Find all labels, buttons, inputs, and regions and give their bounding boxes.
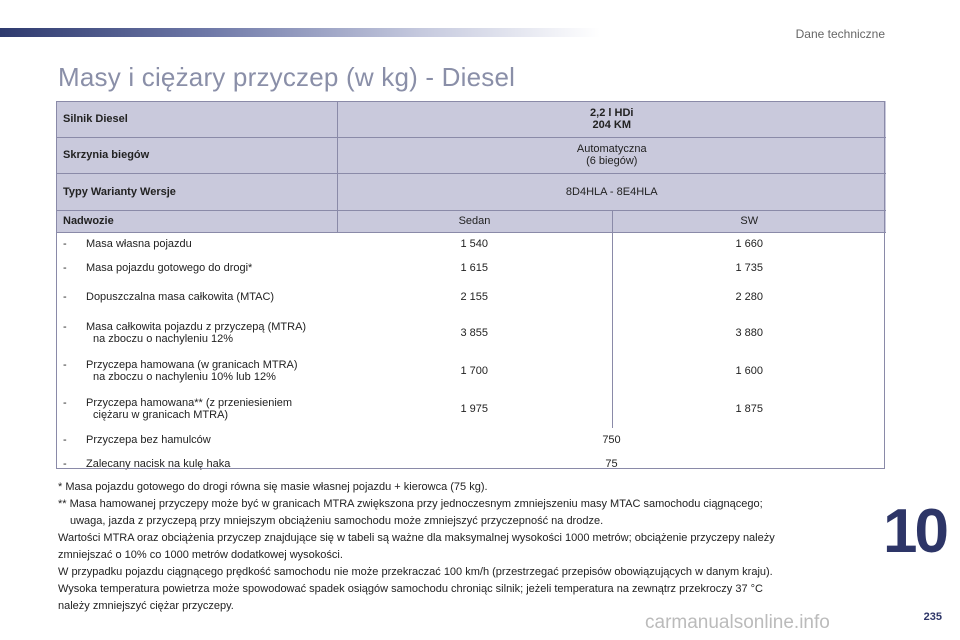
types-value: 8D4HLA - 8E4HLA [337, 173, 886, 211]
note-temperature-cont: należy zmniejszyć ciężar przyczepy. [58, 600, 234, 612]
note-speed: W przypadku pojazdu ciągnącego prędkość … [58, 566, 773, 578]
footnote-2: ** Masa hamowanej przyczepy może być w g… [58, 498, 763, 510]
row-sw-value: 2 280 [735, 291, 764, 303]
row-dash: - [63, 262, 67, 274]
row-sw-value: 1 660 [735, 238, 764, 251]
engine-row: Silnik Diesel 2,2 l HDi 204 KM [56, 101, 886, 138]
row-label: Dopuszczalna masa całkowita (MTAC) [86, 291, 275, 303]
table-row: - Dopuszczalna masa całkowita (MTAC) 2 15… [56, 280, 886, 314]
engine-value: 2,2 l HDi 204 KM [337, 101, 886, 138]
body-label: Nadwozie [56, 210, 338, 233]
row-dash: - [63, 397, 67, 409]
row-dash: - [63, 291, 67, 303]
table-row: - Masa pojazdu gotowego do drogi* 1 615 1… [56, 256, 886, 280]
watermark: carmanualsonline.info [645, 612, 830, 633]
row-sw-value: 1 875 [735, 403, 764, 415]
row-shared-value: 75 [605, 457, 618, 470]
header-gradient-bar [0, 28, 600, 37]
note-altitude-cont: zmniejszać o 10% co 1000 metrów dodatkow… [58, 549, 343, 561]
note-altitude: Wartości MTRA oraz obciążenia przyczep z… [58, 532, 775, 544]
gearbox-value: Automatyczna (6 biegów) [337, 137, 886, 174]
row-sw-value: 1 735 [735, 262, 764, 274]
row-label-cont: na zboczu o nachyleniu 10% lub 12% [93, 371, 276, 383]
row-sedan-value: 3 855 [337, 314, 613, 352]
row-sedan-value: 1 700 [337, 352, 613, 390]
table-row: - Przyczepa hamowana (w granicach MTRA) n… [56, 352, 886, 390]
table-row: - Przyczepa hamowana** (z przeniesieniem … [56, 390, 886, 428]
row-sedan-value: 2 155 [337, 280, 613, 314]
body-row: Nadwozie Sedan SW [56, 210, 886, 233]
gearbox-label: Skrzynia biegów [56, 137, 338, 174]
types-row: Typy Warianty Wersje 8D4HLA - 8E4HLA [56, 173, 886, 211]
note-temperature: Wysoka temperatura powietrza może spowod… [58, 583, 763, 595]
gearbox-row: Skrzynia biegów Automatyczna (6 biegów) [56, 137, 886, 174]
table-row: - Zalecany nacisk na kulę haka 75 [56, 452, 886, 475]
row-dash: - [63, 434, 67, 446]
body-sedan: Sedan [337, 210, 613, 233]
row-sedan-value: 1 540 [337, 232, 613, 256]
row-label: Masa własna pojazdu [86, 238, 192, 251]
row-dash: - [63, 321, 67, 333]
row-shared-value: 750 [602, 434, 621, 446]
body-sw: SW [612, 210, 886, 233]
row-label: Zalecany nacisk na kulę haka [86, 457, 231, 470]
page-number: 235 [923, 611, 942, 623]
footnote-1: * Masa pojazdu gotowego do drogi równa s… [58, 481, 488, 493]
row-sedan-value: 1 615 [337, 256, 613, 280]
types-label: Typy Warianty Wersje [56, 173, 338, 211]
row-sw-value: 3 880 [735, 327, 764, 339]
footnote-2-cont: uwaga, jazda z przyczepą przy mniejszym … [70, 515, 604, 527]
page-title: Masy i ciężary przyczep (w kg) - Diesel [58, 62, 516, 92]
footnotes: * Masa pojazdu gotowego do drogi równa s… [58, 479, 878, 615]
row-label: Przyczepa bez hamulców [86, 434, 211, 446]
gearbox-value-line2: (6 biegów) [586, 155, 638, 167]
section-title: Dane techniczne [795, 27, 885, 41]
table-row: - Masa własna pojazdu 1 540 1 660 [56, 232, 886, 256]
row-label: Masa całkowita pojazdu z przyczepą (MTRA… [86, 321, 307, 333]
row-label-cont: ciężaru w granicach MTRA) [93, 409, 229, 421]
row-sw-value: 1 600 [735, 365, 764, 377]
row-sedan-value: 1 975 [337, 390, 613, 428]
row-label: Przyczepa hamowana** (z przeniesieniem [86, 397, 293, 409]
table-row: - Masa całkowita pojazdu z przyczepą (MTR… [56, 314, 886, 352]
chapter-number: 10 [883, 497, 949, 566]
weights-table: Silnik Diesel 2,2 l HDi 204 KM Skrzynia … [56, 101, 886, 475]
row-dash: - [63, 359, 67, 371]
engine-value-line2: 204 KM [592, 118, 632, 131]
gearbox-value-line1: Automatyczna [576, 143, 647, 155]
row-dash: - [63, 238, 67, 251]
row-dash: - [63, 457, 67, 470]
table-row: - Przyczepa bez hamulców 750 [56, 428, 886, 452]
engine-label: Silnik Diesel [56, 101, 338, 138]
row-label-cont: na zboczu o nachyleniu 12% [93, 333, 234, 345]
row-label: Przyczepa hamowana (w granicach MTRA) [86, 359, 298, 371]
engine-value-line1: 2,2 l HDi [590, 106, 634, 119]
row-label: Masa pojazdu gotowego do drogi* [86, 262, 253, 274]
